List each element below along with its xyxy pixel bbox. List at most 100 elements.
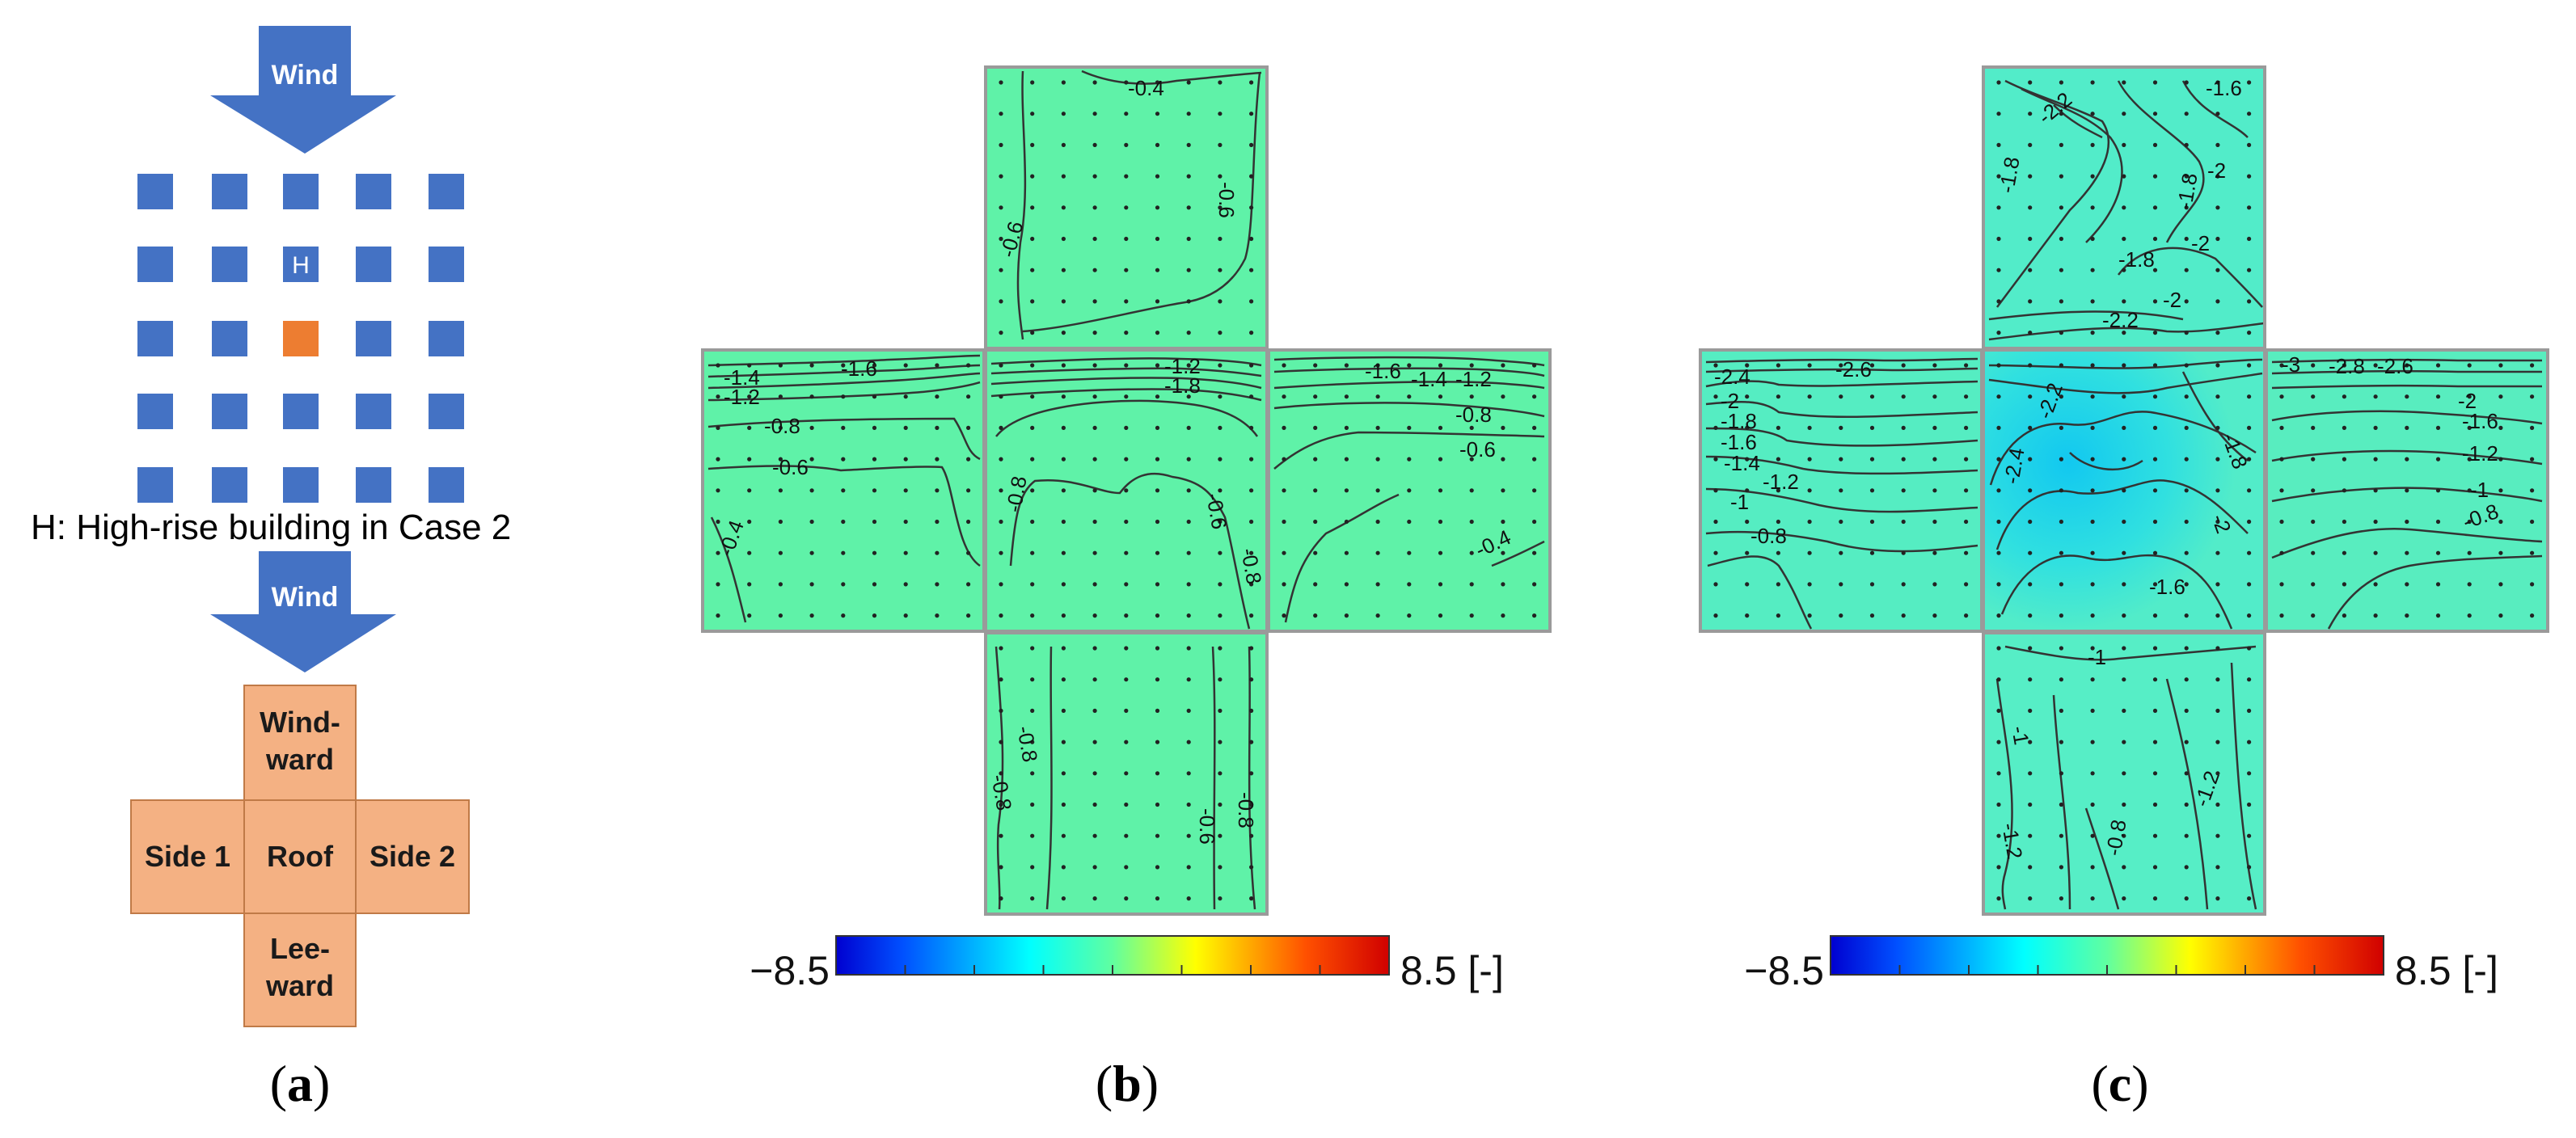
pressure-tap-dot [2122, 771, 2126, 776]
svg-text:-2: -2 [1721, 389, 1739, 413]
face-leeward-line1: Lee- [270, 932, 330, 965]
svg-text:-0.6: -0.6 [1459, 437, 1496, 462]
pressure-tap-dot [1218, 740, 1223, 744]
pressure-tap-dot [1061, 582, 1066, 587]
pressure-tap-dot [1218, 519, 1223, 525]
pressure-tap-dot [2405, 613, 2409, 618]
pressure-tap-dot [1061, 268, 1066, 272]
pressure-tap-dot [1996, 771, 2001, 776]
pressure-tap-dot [1061, 833, 1066, 838]
pressure-tap-dot [999, 771, 1003, 776]
pressure-tap-dot [2373, 519, 2378, 525]
pressure-tap-dot [1776, 363, 1780, 368]
pressure-tap-dot [1344, 582, 1349, 587]
pressure-tap-dot [1155, 363, 1160, 368]
pressure-tap-dot [2059, 174, 2063, 179]
pressure-tap-dot [935, 425, 940, 431]
pressure-tap-dot [2215, 740, 2220, 744]
pressure-tap-dot [1932, 488, 1937, 493]
pressure-tap-dot [1186, 896, 1191, 901]
pressure-tap-dot [2090, 268, 2095, 272]
pressure-tap-dot [1218, 142, 1223, 147]
pressure-tap-dot [1932, 363, 1937, 368]
pressure-tap-dot [2028, 865, 2033, 870]
pressure-tap-dot [1092, 80, 1097, 85]
svg-text:-0.8: -0.8 [764, 414, 800, 438]
pressure-tap-dot [2090, 550, 2095, 555]
pressure-tap-dot [2152, 865, 2158, 870]
pressure-tap-dot [1776, 550, 1780, 555]
pressure-tap-dot [1282, 425, 1286, 431]
pressure-tap-dot [1375, 550, 1380, 555]
target-building-block [283, 321, 319, 356]
pressure-tap-dot [2152, 268, 2158, 272]
pressure-tap-dot [2247, 646, 2252, 651]
wind-label-top: Wind [272, 60, 339, 91]
pressure-tap-dot [1249, 896, 1254, 901]
pressure-tap-dot [1061, 457, 1066, 462]
pressure-tap-dot [2530, 488, 2535, 493]
pressure-tap-dot [2498, 613, 2503, 618]
pressure-tap-dot [2247, 488, 2252, 493]
pressure-tap-dot [1839, 550, 1843, 555]
pressure-tap-dot [2122, 363, 2126, 368]
pressure-tap-dot [1282, 488, 1286, 493]
pressure-tap-dot [1932, 550, 1937, 555]
pressure-tap-dot [2247, 771, 2252, 776]
pressure-tap-dot [1092, 519, 1097, 525]
pressure-tap-dot [747, 488, 752, 493]
pressure-tap-dot [1964, 519, 1969, 525]
pressure-tap-dot [1030, 865, 1035, 870]
pressure-tap-dot [2059, 236, 2063, 242]
pressure-tap-dot [1218, 363, 1223, 368]
pressure-tap-dot [1030, 457, 1035, 462]
pressure-tap-dot [2028, 331, 2033, 335]
pressure-tap-dot [2215, 708, 2220, 714]
pressure-tap-dot [1996, 112, 2001, 116]
pressure-tap-dot [1776, 457, 1780, 462]
pressure-tap-dot [1186, 80, 1191, 85]
pressure-tap-dot [1249, 771, 1254, 776]
pressure-tap-dot [1218, 613, 1223, 618]
pressure-tap-dot [1218, 394, 1223, 399]
pressure-tap-dot [1061, 646, 1066, 651]
pressure-tap-dot [872, 394, 877, 399]
pressure-tap-dot [1030, 646, 1035, 651]
pressure-tap-dot [2530, 582, 2535, 587]
pressure-tap-dot [2215, 613, 2220, 618]
pressure-tap-dot [1186, 142, 1191, 147]
pressure-tap-dot [1030, 833, 1035, 838]
pressure-tap-dot [2435, 582, 2441, 587]
pressure-tap-dot [1218, 331, 1223, 335]
pressure-tap-dot [778, 488, 783, 493]
pressure-tap-dot [2028, 708, 2033, 714]
pressure-tap-dot [2090, 331, 2095, 335]
pressure-tap-dot [778, 582, 783, 587]
pressure-tap-dot [2435, 363, 2441, 368]
pressure-tap-dot [1713, 363, 1718, 368]
pressure-tap-dot [1186, 457, 1191, 462]
pressure-tap-dot [999, 205, 1003, 210]
pressure-tap-dot [1776, 519, 1780, 525]
pressure-tap-dot [2028, 112, 2033, 116]
colorbar-b: −8.5 8.5 [-] [750, 935, 1504, 993]
pressure-tap-dot [1124, 363, 1129, 368]
pressure-tap-dot [2247, 205, 2252, 210]
pressure-tap-dot [1532, 519, 1537, 525]
pressure-tap-dot [841, 488, 846, 493]
pressure-tap-dot [1313, 425, 1318, 431]
pressure-tap-dot [999, 299, 1003, 304]
pressure-tap-dot [2435, 613, 2441, 618]
pressure-tap-dot [1061, 488, 1066, 493]
pressure-tap-dot [809, 363, 814, 368]
pressure-tap-dot [1344, 519, 1349, 525]
pressure-tap-dot [1186, 677, 1191, 682]
pressure-tap-dot [2059, 708, 2063, 714]
pressure-tap-dot [1501, 613, 1505, 618]
pressure-tap-dot [2028, 646, 2033, 651]
pressure-tap-dot [966, 613, 971, 618]
pressure-tap-dot [2059, 865, 2063, 870]
pressure-tap-dot [2247, 802, 2252, 807]
pressure-tap-dot [2028, 236, 2033, 242]
